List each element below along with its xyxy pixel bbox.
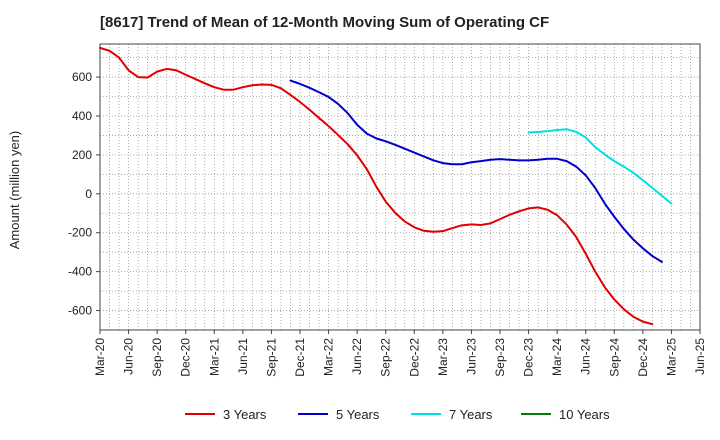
legend-label-5-years: 5 Years — [336, 407, 380, 422]
plot-area: -600 -400 -200 0 200 400 600 Mar-20 Jun-20 Sep-20… — [68, 43, 707, 377]
series-line-3-years — [99, 46, 654, 326]
x-tick-label: Sep-23 — [493, 338, 507, 377]
x-tick-label: Dec-22 — [407, 338, 421, 377]
plot-frame — [99, 43, 701, 331]
x-tick-label: Jun-22 — [350, 338, 364, 375]
x-tick-label: Sep-22 — [379, 338, 393, 377]
plot-background — [100, 44, 700, 330]
y-tick-label: 0 — [85, 187, 92, 201]
x-tick-label: Dec-20 — [179, 338, 193, 377]
x-tick-label: Sep-21 — [264, 338, 278, 377]
y-tick-label: -200 — [68, 226, 92, 240]
y-tick-label: 400 — [72, 109, 92, 123]
x-tick-label: Mar-25 — [664, 338, 678, 376]
x-tick-label: Jun-20 — [122, 338, 136, 375]
x-tick-label: Sep-20 — [150, 338, 164, 377]
x-tick-label: Dec-23 — [522, 338, 536, 377]
y-tick-label: -400 — [68, 265, 92, 279]
x-tick-label: Dec-21 — [293, 338, 307, 377]
chart-title: [8617] Trend of Mean of 12-Month Moving … — [100, 14, 549, 31]
y-axis-label: Amount (million yen) — [7, 131, 22, 250]
y-tick-label: 200 — [72, 148, 92, 162]
x-tick-label: Jun-25 — [693, 338, 707, 375]
y-tick-label: -600 — [68, 304, 92, 318]
legend-label-10-years: 10 Years — [559, 407, 610, 422]
y-tick-label: 600 — [72, 70, 92, 84]
x-tick-label: Mar-23 — [436, 338, 450, 376]
x-tick-label: Jun-21 — [236, 338, 250, 375]
x-tick-label: Mar-20 — [93, 338, 107, 376]
x-tick-label: Mar-21 — [207, 338, 221, 376]
series-line-7-years — [527, 128, 673, 205]
x-tick-label: Mar-22 — [322, 338, 336, 376]
series-line-5-years — [289, 79, 663, 263]
x-tick-label: Sep-24 — [607, 338, 621, 377]
x-tick-label: Jun-23 — [464, 338, 478, 375]
x-tick-label: Jun-24 — [579, 338, 593, 375]
legend-label-7-years: 7 Years — [449, 407, 493, 422]
x-tick-label: Mar-24 — [550, 338, 564, 376]
legend: 3 Years 5 Years 7 Years 10 Years — [185, 407, 610, 422]
x-tick-label: Dec-24 — [636, 338, 650, 377]
legend-label-3-years: 3 Years — [223, 407, 267, 422]
